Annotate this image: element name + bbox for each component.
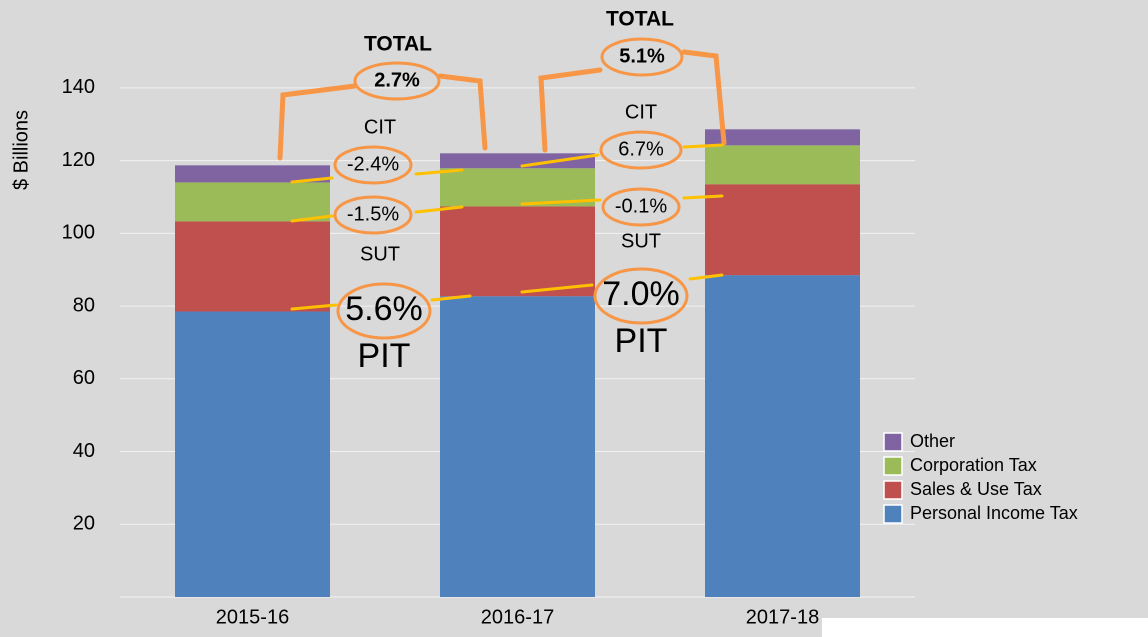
bar-segment (440, 296, 595, 597)
connector (520, 198, 602, 206)
bar-segment (175, 182, 330, 222)
x-tick-label: 2017-18 (746, 606, 819, 628)
highlight-ring (336, 282, 432, 340)
annotation: 2.7% (374, 69, 420, 91)
y-tick-label: 140 (62, 76, 95, 98)
connector (682, 194, 724, 200)
y-tick-label: 120 (62, 149, 95, 171)
y-tick-label: 40 (73, 440, 95, 462)
bracket (538, 67, 603, 153)
annotation-lines (277, 49, 727, 311)
bar-segment (175, 165, 330, 183)
annotations: TOTAL 2.7% TOTAL 5.1% CIT -2.4% -1.5% SUT 5.6% PI… (333, 8, 689, 375)
annotation: SUT (360, 243, 400, 265)
highlight-ring (333, 195, 413, 235)
connector (520, 283, 594, 294)
annotation: PIT (358, 337, 411, 375)
annotation: PIT (615, 322, 668, 360)
y-tick-label: 80 (73, 294, 95, 316)
bracket (437, 73, 488, 151)
legend-label: Other (910, 431, 955, 451)
y-tick-label: 60 (73, 367, 95, 389)
bar-segment (440, 168, 595, 207)
highlight-ring (601, 187, 681, 227)
legend-swatch (883, 504, 903, 524)
bar-segment (175, 221, 330, 312)
connector (290, 176, 334, 184)
legend-label: Corporation Tax (910, 455, 1037, 475)
annotation: CIT (625, 101, 657, 123)
connector (290, 303, 338, 311)
x-tick-label: 2015-16 (216, 606, 289, 628)
annotation: -2.4% (347, 153, 399, 175)
annotation: 5.6% (345, 290, 423, 328)
highlight-ring (600, 37, 684, 77)
x-tick-label: 2016-17 (481, 606, 554, 628)
y-tick-label: 100 (62, 222, 95, 244)
legend: Other Corporation Tax Sales & Use Tax Perso… (883, 431, 1078, 524)
connector (688, 273, 724, 281)
connector (682, 143, 724, 149)
bar-segment (440, 153, 595, 169)
annotation: 7.0% (602, 275, 680, 313)
highlight-ring (599, 130, 683, 170)
bracket (277, 83, 358, 161)
bar-segment (705, 129, 860, 146)
bracket (681, 49, 727, 146)
legend-label: Sales & Use Tax (910, 479, 1042, 499)
bar-segment (440, 206, 595, 297)
legend-label: Personal Income Tax (910, 503, 1078, 523)
y-axis-label: $ Billions (10, 110, 32, 190)
annotation: 6.7% (618, 138, 664, 160)
connector (430, 294, 472, 302)
bar-segment (175, 311, 330, 597)
annotation: -1.5% (347, 203, 399, 225)
annotation: TOTAL (364, 33, 432, 56)
connector (414, 205, 464, 214)
annotation: CIT (364, 116, 396, 138)
corner-patch (822, 618, 1148, 637)
annotation: 5.1% (619, 45, 665, 67)
highlight-ring (333, 145, 413, 185)
connector (290, 214, 334, 223)
connector (414, 168, 464, 176)
highlight-ring (353, 61, 441, 101)
legend-swatch (883, 456, 903, 476)
y-tick-label: 20 (73, 513, 95, 535)
plot: 20 40 60 80 100 120 140 2015-16 2016-17 2017-18 (62, 76, 915, 628)
connector (520, 153, 600, 168)
annotation: TOTAL (606, 8, 674, 31)
highlight-ring (593, 267, 689, 325)
legend-swatch (883, 432, 903, 452)
annotation: -0.1% (615, 195, 667, 217)
bar-segment (705, 184, 860, 276)
legend-swatch (883, 480, 903, 500)
bar-segment (705, 275, 860, 597)
bar-segment (705, 145, 860, 185)
annotation: SUT (621, 230, 661, 252)
